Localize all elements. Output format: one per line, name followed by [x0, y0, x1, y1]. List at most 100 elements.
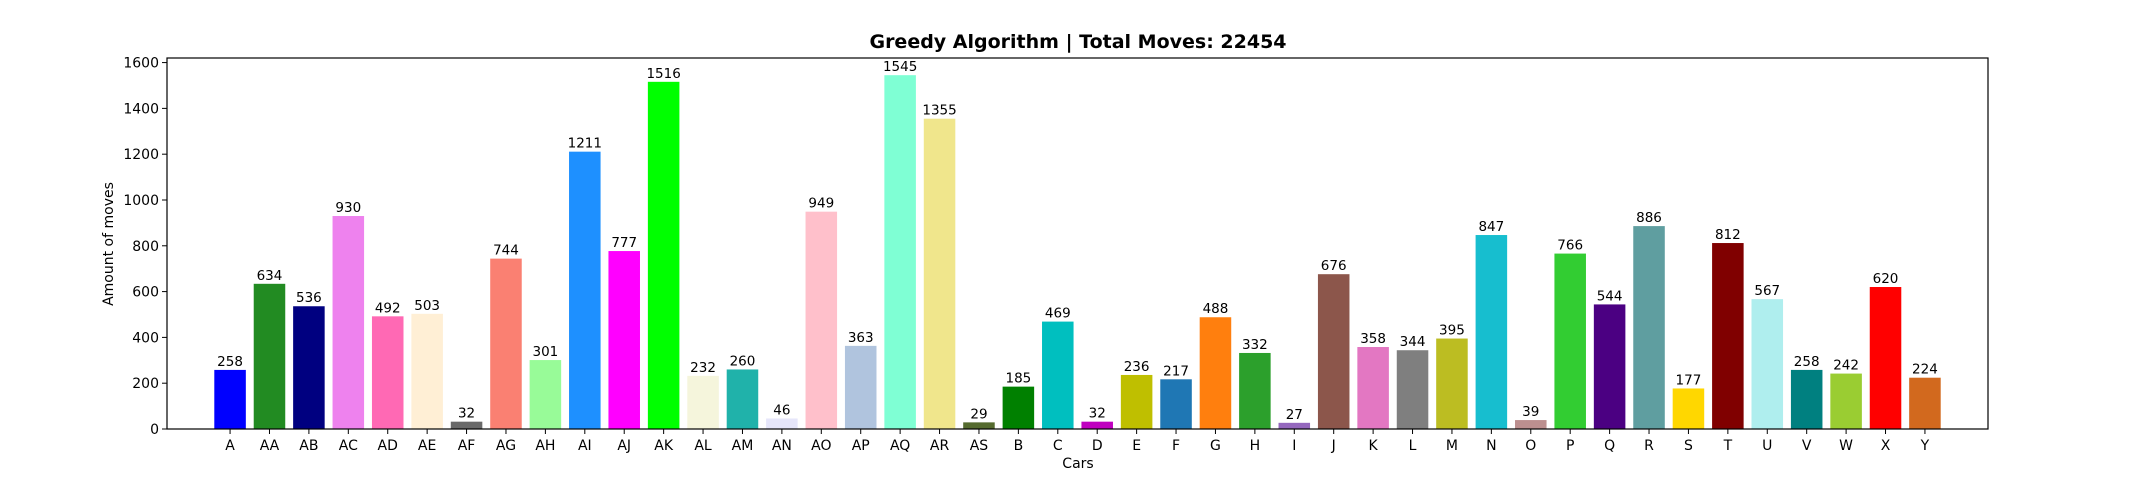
- bar-L: [1396, 350, 1429, 429]
- y-tick-label-1600: 1600: [123, 56, 159, 72]
- bar-AA: [253, 283, 286, 429]
- x-tick-label-M: M: [1446, 438, 1458, 454]
- bar-W: [1830, 373, 1862, 429]
- y-tick-label-200: 200: [132, 376, 159, 392]
- bar-AG: [490, 258, 522, 429]
- plot-frame: [166, 57, 1989, 430]
- bar-Q: [1593, 304, 1626, 429]
- bar-F: [1160, 379, 1192, 429]
- bar-AL: [687, 375, 719, 429]
- data-label-R: 886: [1636, 210, 1662, 226]
- y-tick-label-600: 600: [132, 285, 159, 301]
- data-label-AC: 930: [335, 200, 361, 216]
- x-tick-label-Y: Y: [1920, 438, 1930, 454]
- data-label-AE: 503: [414, 298, 440, 314]
- bar-D: [1081, 421, 1113, 429]
- x-tick-label-J: J: [1331, 438, 1336, 454]
- data-label-M: 395: [1439, 323, 1465, 339]
- y-tick-label-1400: 1400: [123, 101, 159, 117]
- bar-B: [1002, 386, 1035, 429]
- data-label-T: 812: [1715, 227, 1741, 243]
- bar-P: [1554, 253, 1586, 429]
- data-label-AI: 1211: [568, 136, 602, 152]
- x-tick-label-G: G: [1210, 438, 1221, 454]
- data-label-N: 847: [1478, 219, 1504, 235]
- data-label-Q: 544: [1597, 288, 1623, 304]
- x-tick-label-D: D: [1092, 438, 1103, 454]
- y-tick-label-0: 0: [150, 422, 159, 438]
- bar-S: [1672, 388, 1705, 429]
- data-label-AO: 949: [808, 196, 834, 212]
- bar-AR: [923, 118, 956, 430]
- bar-I: [1278, 422, 1311, 429]
- y-axis: 0 200 400 600 800 1000 1200 1400 1600: [123, 56, 167, 438]
- x-tick-label-AD: AD: [378, 438, 398, 454]
- data-label-O: 39: [1522, 404, 1539, 420]
- data-label-AS: 29: [970, 406, 987, 422]
- x-tick-label-AS: AS: [970, 438, 989, 454]
- bar-AM: [726, 369, 759, 429]
- x-tick-label-L: L: [1409, 438, 1417, 454]
- bar-AC: [332, 216, 365, 429]
- bar-AB: [293, 306, 325, 429]
- data-label-S: 177: [1676, 372, 1702, 388]
- x-tick-label-I: I: [1292, 438, 1296, 454]
- bar-C: [1042, 321, 1074, 429]
- chart-title: Greedy Algorithm | Total Moves: 22454: [869, 31, 1286, 53]
- x-tick-label-H: H: [1250, 438, 1261, 454]
- bar-T: [1712, 243, 1744, 429]
- data-label-F: 217: [1163, 363, 1189, 379]
- bar-AK: [647, 81, 680, 429]
- x-tick-label-O: O: [1525, 438, 1536, 454]
- x-tick-label-AP: AP: [852, 438, 870, 454]
- bar-U: [1751, 299, 1784, 429]
- x-tick-label-AJ: AJ: [617, 438, 631, 454]
- x-tick-label-X: X: [1881, 438, 1891, 454]
- data-label-AJ: 777: [611, 235, 637, 251]
- bars-layer: 258 634 536 930 492 503 32 744 301 1211 777 1516 232…: [214, 59, 1941, 430]
- x-tick-label-AO: AO: [811, 438, 831, 454]
- x-tick-label-AH: AH: [535, 438, 555, 454]
- x-tick-label-N: N: [1486, 438, 1496, 454]
- data-label-D: 32: [1089, 406, 1106, 422]
- x-axis-label: Cars: [1062, 456, 1093, 472]
- x-tick-label-V: V: [1802, 438, 1812, 454]
- data-label-AB: 536: [296, 290, 322, 306]
- bar-AO: [805, 211, 838, 429]
- x-tick-label-E: E: [1132, 438, 1141, 454]
- x-tick-label-S: S: [1684, 438, 1693, 454]
- x-tick-label-AR: AR: [930, 438, 950, 454]
- bar-M: [1436, 338, 1468, 429]
- bar-AE: [411, 313, 443, 429]
- data-label-B: 185: [1005, 371, 1031, 387]
- data-label-AH: 301: [532, 344, 558, 360]
- x-tick-label-AC: AC: [339, 438, 358, 454]
- x-tick-label-AA: AA: [260, 438, 280, 454]
- x-tick-label-AF: AF: [458, 438, 476, 454]
- x-tick-label-AK: AK: [654, 438, 674, 454]
- data-label-V: 258: [1794, 354, 1820, 370]
- x-tick-label-F: F: [1172, 438, 1180, 454]
- bar-Y: [1909, 377, 1941, 429]
- x-tick-label-U: U: [1762, 438, 1772, 454]
- data-label-AN: 46: [773, 402, 790, 418]
- x-tick-label-A: A: [225, 438, 235, 454]
- x-tick-label-B: B: [1014, 438, 1024, 454]
- bar-AD: [371, 316, 404, 429]
- y-tick-label-1000: 1000: [123, 193, 159, 209]
- bar-AJ: [608, 251, 640, 429]
- bar-AQ: [884, 75, 916, 429]
- bar-R: [1633, 226, 1665, 429]
- y-tick-label-800: 800: [132, 239, 159, 255]
- bar-G: [1199, 317, 1232, 429]
- bar-AH: [529, 360, 562, 429]
- data-label-AK: 1516: [646, 66, 680, 82]
- bar-O: [1515, 420, 1547, 429]
- data-label-L: 344: [1400, 334, 1426, 350]
- x-tick-label-AB: AB: [299, 438, 318, 454]
- x-tick-label-K: K: [1369, 438, 1379, 454]
- data-label-C: 469: [1045, 306, 1071, 322]
- data-label-Y: 224: [1912, 362, 1938, 378]
- bar-J: [1317, 274, 1350, 429]
- data-label-AP: 363: [848, 330, 874, 346]
